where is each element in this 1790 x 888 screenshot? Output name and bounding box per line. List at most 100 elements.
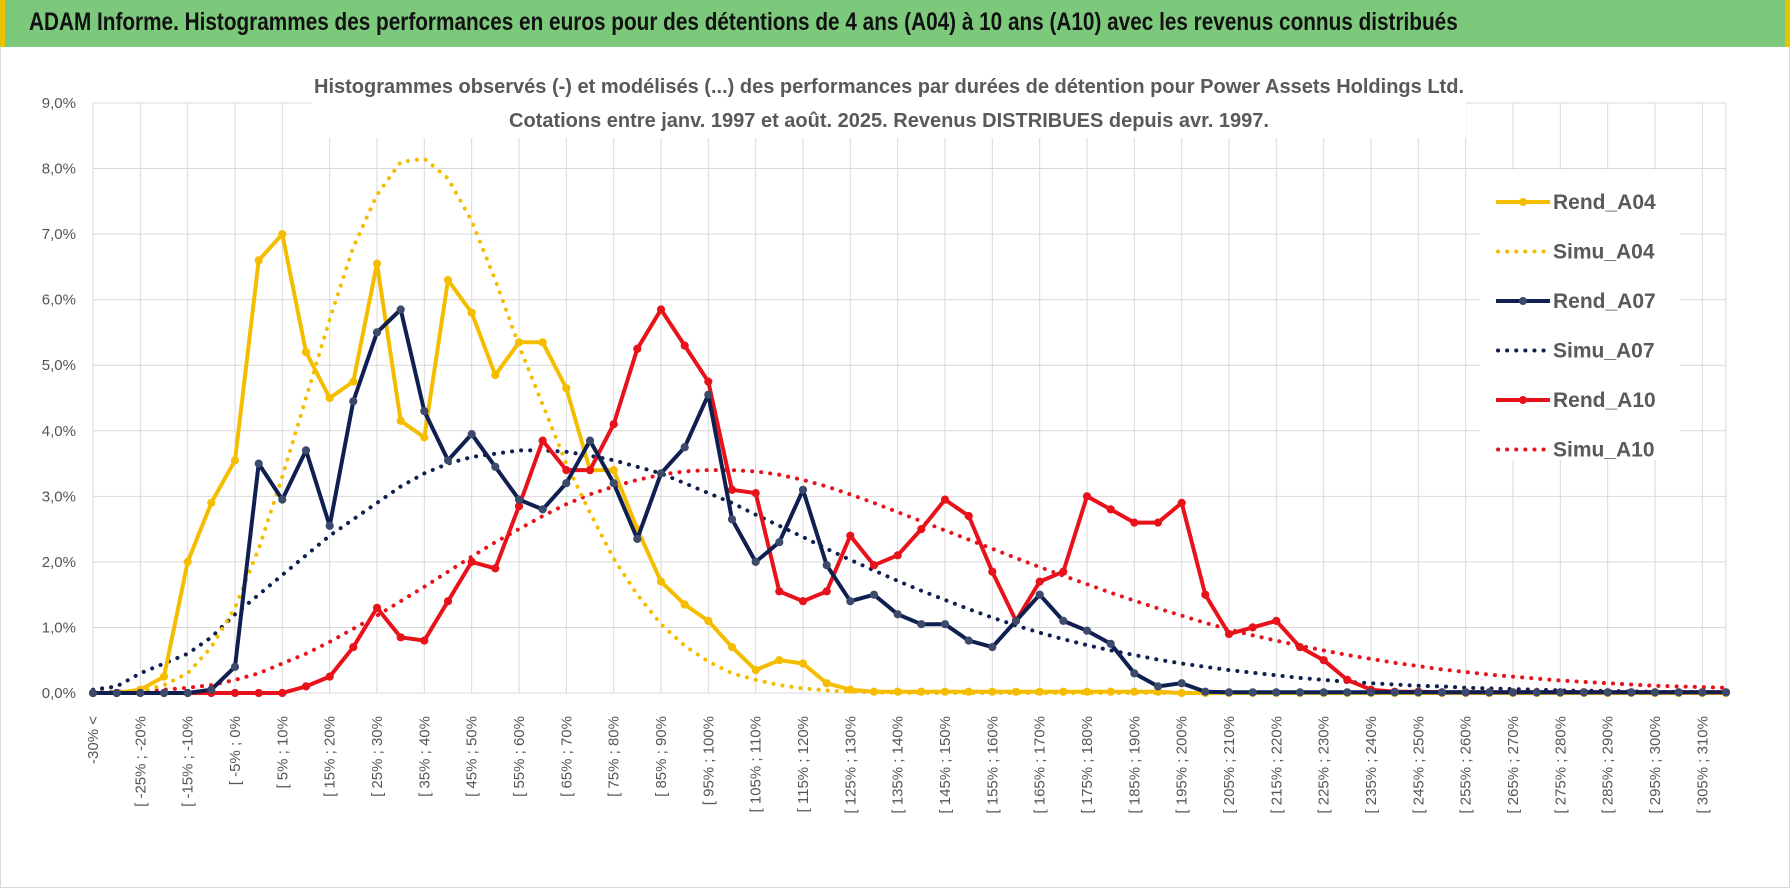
data-point — [514, 495, 524, 504]
data-point — [538, 505, 547, 514]
data-point — [656, 469, 666, 478]
series-simu-a07 — [91, 448, 1728, 695]
data-point — [775, 538, 784, 547]
chart-titles: Histogrammes observés (-) et modélisés (… — [312, 66, 1466, 138]
y-tick-label: 1,0% — [42, 619, 76, 636]
data-point — [420, 407, 429, 416]
x-tick-label: [ 215% ; 220% — [1268, 716, 1285, 814]
data-point — [964, 687, 973, 696]
data-point — [1035, 687, 1044, 696]
x-tick-label: [ -15% ; -10% — [180, 716, 197, 807]
legend-background — [1480, 170, 1680, 460]
legend-marker — [1519, 396, 1527, 404]
data-point — [1272, 688, 1281, 697]
data-point — [1130, 669, 1139, 678]
data-point — [680, 600, 689, 609]
data-point — [1485, 688, 1494, 697]
data-point — [1627, 688, 1636, 697]
x-tick-label: [ 255% ; 260% — [1458, 716, 1475, 814]
series-simu-a10 — [91, 468, 1728, 695]
data-point — [798, 659, 808, 668]
data-point — [1153, 682, 1163, 691]
data-point — [88, 688, 98, 698]
data-point — [278, 230, 287, 239]
data-point — [278, 688, 287, 698]
data-point — [822, 679, 831, 688]
data-point — [207, 685, 216, 694]
data-point — [112, 688, 121, 698]
x-tick-label: [ 155% ; 160% — [984, 716, 1001, 814]
data-point — [1343, 688, 1352, 697]
data-point — [940, 687, 950, 696]
data-point — [1674, 688, 1683, 697]
legend-marker — [1519, 297, 1527, 305]
data-point — [230, 456, 240, 465]
data-point — [1248, 623, 1257, 632]
data-point — [633, 344, 642, 353]
data-point — [1295, 643, 1305, 652]
data-point — [254, 459, 263, 468]
x-tick-label: [ 205% ; 210% — [1221, 716, 1238, 814]
data-point — [396, 633, 405, 642]
data-point — [183, 557, 192, 567]
data-point — [1319, 656, 1328, 665]
data-point — [917, 525, 926, 534]
y-tick-label: 0,0% — [42, 685, 76, 702]
data-point — [940, 620, 950, 629]
data-point — [420, 433, 429, 442]
data-point — [301, 348, 311, 357]
data-point — [704, 616, 713, 626]
data-point — [1082, 492, 1092, 501]
legend-marker — [1519, 198, 1527, 206]
series-line — [93, 307, 1726, 695]
data-point — [491, 564, 500, 573]
y-tick-label: 8,0% — [42, 161, 76, 178]
x-tick-label: [ 135% ; 140% — [890, 716, 907, 814]
data-point — [159, 688, 169, 698]
data-point — [1295, 688, 1305, 697]
data-point — [230, 662, 240, 671]
x-tick-label: [ 65% ; 70% — [558, 716, 575, 797]
data-point — [538, 436, 547, 445]
data-point — [349, 377, 358, 386]
data-point — [562, 384, 571, 393]
data-point — [1011, 687, 1021, 696]
data-point — [869, 561, 879, 570]
x-tick-label: [ 265% ; 270% — [1505, 716, 1522, 814]
data-point — [1366, 688, 1376, 697]
data-point — [893, 551, 902, 560]
x-tick-label: [ 115% ; 120% — [795, 716, 812, 812]
data-point — [964, 636, 973, 645]
data-point — [1177, 679, 1186, 688]
legend-label: Simu_A07 — [1553, 340, 1655, 363]
data-point — [443, 456, 453, 465]
data-point — [727, 515, 737, 524]
y-tick-label: 6,0% — [42, 292, 76, 309]
data-point — [396, 416, 405, 425]
data-point — [680, 443, 689, 452]
data-point — [822, 587, 831, 596]
data-point — [775, 656, 784, 665]
x-tick-label: [ 245% ; 250% — [1410, 716, 1427, 814]
data-point — [751, 666, 760, 675]
data-point — [301, 446, 311, 455]
data-point — [1508, 688, 1518, 697]
x-tick-label: [ 235% ; 240% — [1363, 716, 1380, 814]
data-point — [1390, 688, 1399, 697]
data-point — [585, 466, 595, 475]
data-point — [278, 495, 287, 504]
data-point — [727, 485, 737, 494]
data-point — [396, 305, 405, 314]
data-point — [562, 479, 571, 488]
legend-label: Rend_A04 — [1553, 191, 1656, 214]
data-point — [680, 341, 689, 350]
data-point — [964, 511, 973, 521]
series-lines — [88, 156, 1731, 698]
data-point — [325, 521, 334, 530]
data-point — [1224, 688, 1234, 697]
legend-label: Rend_A07 — [1553, 290, 1656, 313]
data-point — [1414, 688, 1423, 697]
x-tick-label: -30% < — [85, 716, 102, 764]
data-point — [1153, 518, 1163, 527]
legend-item-simu-a07: Simu_A07 — [1496, 340, 1655, 363]
